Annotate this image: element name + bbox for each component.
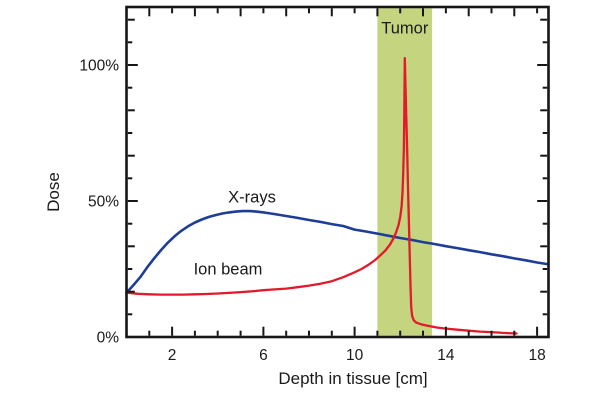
plot-frame [125,5,550,339]
x-tick-label: 14 [437,347,455,364]
tumor-label: Tumor [381,20,429,38]
x-tick-label: 2 [168,347,177,364]
y-tick-label: 0% [97,330,120,347]
ion-beam-label: Ion beam [194,260,263,278]
x-tick-label: 6 [259,347,268,364]
y-tick-label: 50% [88,194,119,211]
x-axis-title: Depth in tissue [cm] [278,369,427,388]
x-tick-label: 18 [528,347,545,364]
y-tick-label: 100% [79,58,119,75]
ion-beam-curve [125,57,518,335]
x-rays-label: X-rays [228,188,276,206]
y-axis-title: Dose [44,172,63,212]
x-tick-label: 10 [346,347,364,364]
x-rays-curve [125,209,549,294]
